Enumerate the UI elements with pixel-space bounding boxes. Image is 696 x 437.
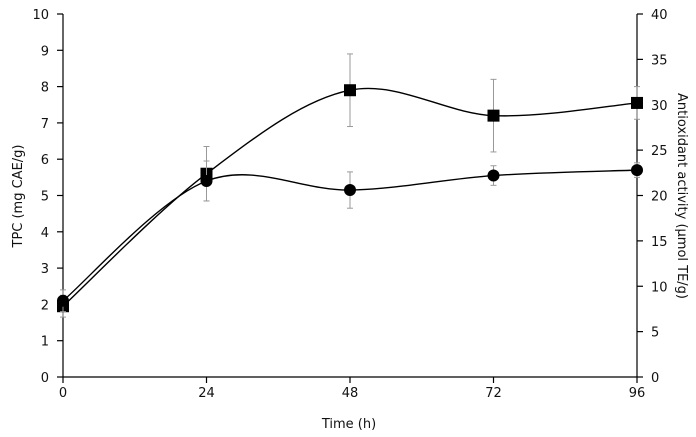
y-axis-left-title: TPC (mg CAE/g) (11, 145, 26, 249)
series-layer (57, 53, 643, 318)
y-left-tick-label: 5 (41, 190, 49, 205)
y-left-tick-label: 9 (41, 44, 49, 59)
x-tick-label: 96 (629, 386, 646, 401)
y-left-tick-label: 7 (41, 117, 49, 132)
y-right-tick-label: 35 (651, 53, 668, 68)
data-point (487, 109, 500, 122)
data-point (631, 96, 643, 109)
y-right-tick-label: 20 (651, 190, 668, 205)
data-point (344, 184, 356, 197)
data-point (487, 169, 500, 182)
y-right-tick-label: 5 (651, 326, 659, 341)
data-point (631, 164, 643, 177)
y-left-tick-label: 10 (32, 8, 49, 23)
series-circle (57, 160, 643, 313)
y-right-tick-label: 15 (651, 235, 668, 250)
y-right-tick-label: 30 (651, 99, 668, 114)
x-tick-label: 48 (342, 386, 359, 401)
y-left-tick-label: 1 (41, 335, 49, 350)
y-left-tick-label: 8 (41, 81, 49, 96)
y-right-tick-label: 40 (651, 8, 668, 23)
x-tick-label: 72 (485, 386, 502, 401)
y-axis-right-title: Antioxidant activity (μmol TE/g) (674, 93, 689, 299)
x-tick-label: 0 (59, 386, 67, 401)
y-left-tick-label: 2 (41, 298, 49, 313)
x-axis-title: Time (h) (321, 417, 376, 432)
y-left-tick-label: 6 (41, 153, 49, 168)
y-left-tick-label: 4 (41, 226, 49, 241)
y-right-tick-label: 0 (651, 371, 659, 386)
data-point (57, 294, 69, 307)
axes: 0 24 48 72 96 0 1 2 3 4 5 6 7 8 9 10 0 5 10 15 20 25 30 35 40 (32, 8, 667, 401)
y-left-tick-label: 3 (41, 262, 49, 277)
data-point (344, 84, 356, 97)
y-right-tick-label: 25 (651, 144, 668, 159)
y-left-tick-label: 0 (41, 371, 49, 386)
data-point (200, 174, 213, 187)
x-tick-label: 24 (198, 386, 215, 401)
y-right-tick-label: 10 (651, 280, 668, 295)
